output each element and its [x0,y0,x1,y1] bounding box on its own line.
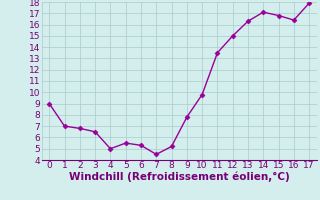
X-axis label: Windchill (Refroidissement éolien,°C): Windchill (Refroidissement éolien,°C) [69,172,290,182]
